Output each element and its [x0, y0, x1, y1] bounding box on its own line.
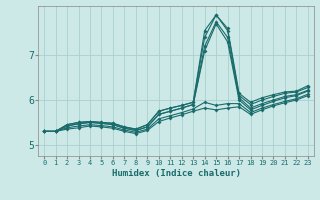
- X-axis label: Humidex (Indice chaleur): Humidex (Indice chaleur): [111, 169, 241, 178]
